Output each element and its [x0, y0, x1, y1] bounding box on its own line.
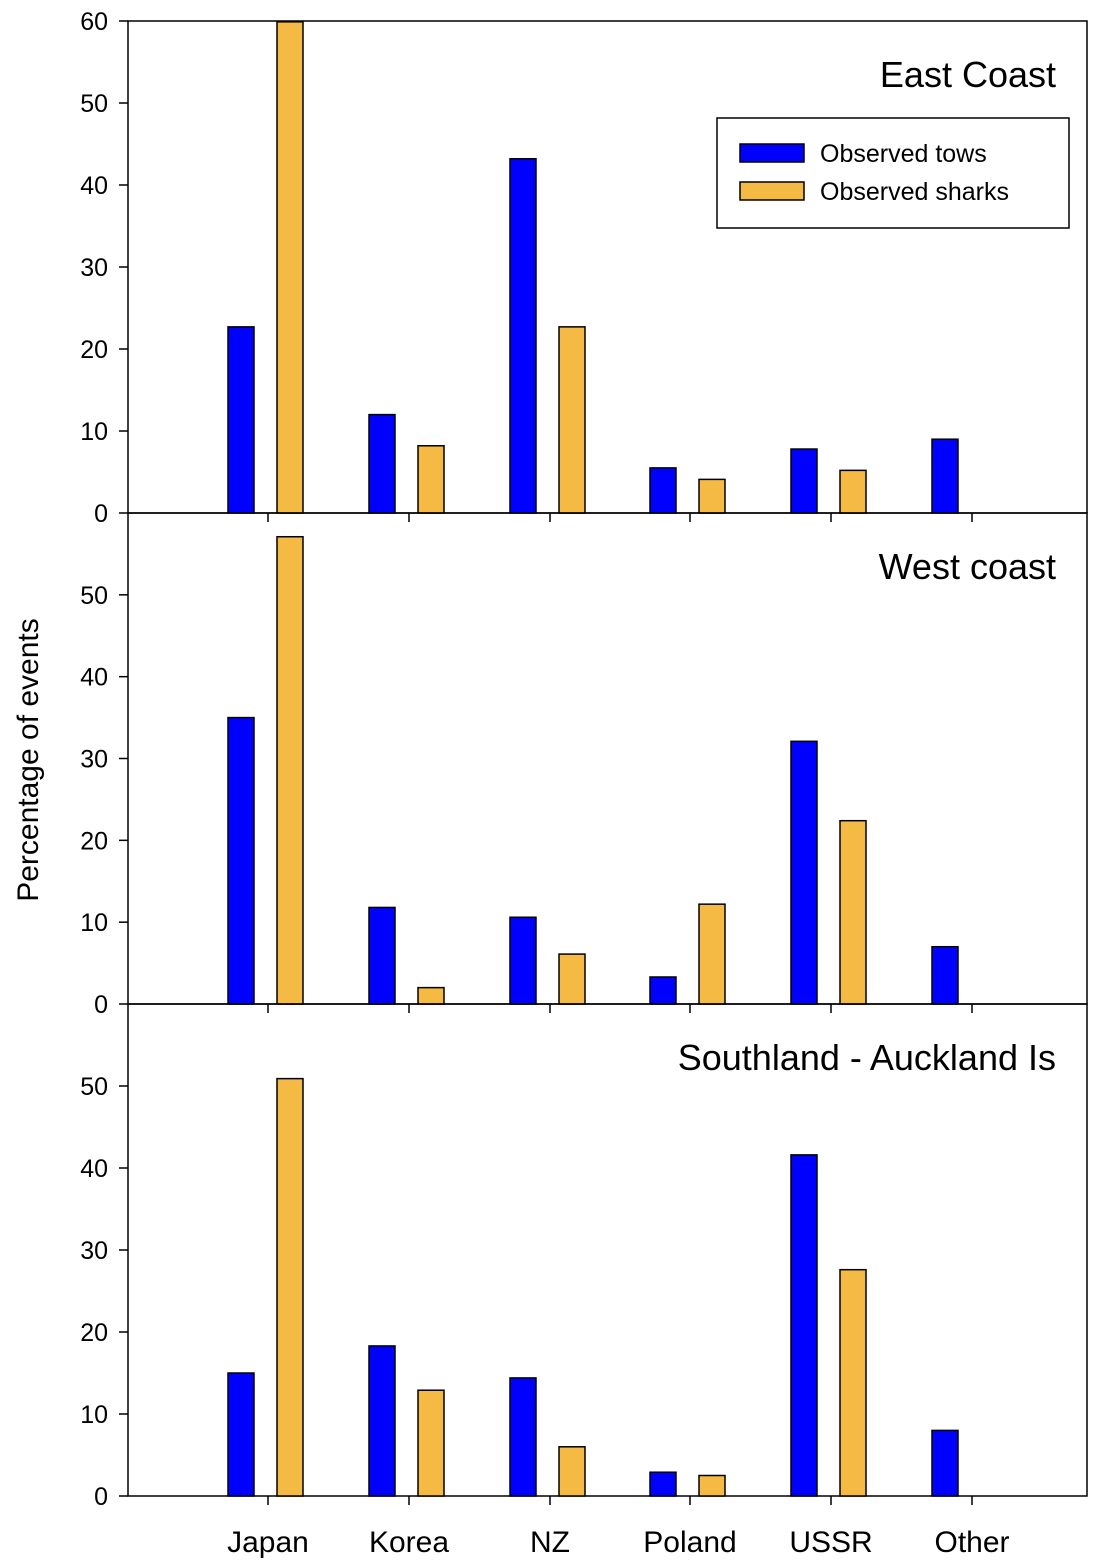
bar-sharks-poland — [698, 478, 726, 514]
bar-tows-japan — [227, 1372, 255, 1497]
bar-tows-other — [931, 945, 959, 1005]
bar-tows-nz — [509, 1377, 537, 1497]
bar-sharks-ussr — [839, 469, 867, 514]
legend-label-tows: Observed tows — [820, 140, 987, 168]
x-category-label: USSR — [789, 1526, 872, 1559]
y-tick-label: 50 — [80, 1073, 108, 1101]
y-tick-label: 60 — [80, 8, 108, 36]
bar-tows-korea — [368, 1345, 396, 1497]
legend-label-sharks: Observed sharks — [820, 178, 1009, 206]
bar-sharks-nz — [558, 953, 586, 1005]
y-tick-label: 0 — [94, 500, 108, 528]
y-tick-label: 40 — [80, 664, 108, 692]
panel-title-3: Southland - Auckland Is — [678, 1037, 1056, 1078]
bar-sharks-korea — [417, 1389, 445, 1497]
legend-swatch-sharks — [739, 181, 805, 201]
panel-title-2: West coast — [879, 546, 1056, 587]
bar-sharks-japan — [276, 21, 304, 514]
y-tick-label: 40 — [80, 172, 108, 200]
bar-tows-ussr — [790, 448, 818, 514]
bar-tows-nz — [509, 158, 537, 514]
legend: Observed tows Observed sharks — [716, 117, 1070, 229]
y-axis-label: Percentage of events — [12, 618, 45, 902]
bar-sharks-korea — [417, 445, 445, 514]
y-tick-label: 30 — [80, 746, 108, 774]
x-category-label: Poland — [643, 1526, 736, 1559]
bar-sharks-ussr — [839, 819, 867, 1005]
bar-sharks-poland — [698, 903, 726, 1005]
bar-sharks-korea — [417, 986, 445, 1005]
bar-tows-japan — [227, 326, 255, 514]
panel-title-1: East Coast — [880, 54, 1056, 95]
bar-tows-ussr — [790, 740, 818, 1005]
bar-sharks-japan — [276, 1077, 304, 1497]
bar-sharks-ussr — [839, 1268, 867, 1497]
legend-box — [716, 117, 1070, 229]
bar-sharks-japan — [276, 535, 304, 1005]
y-tick-label: 30 — [80, 254, 108, 282]
bar-tows-japan — [227, 716, 255, 1005]
bar-tows-poland — [649, 467, 677, 514]
y-tick-label: 20 — [80, 827, 108, 855]
legend-swatch-tows — [739, 143, 805, 163]
y-tick-label: 10 — [80, 1401, 108, 1429]
bar-sharks-nz — [558, 1446, 586, 1497]
y-tick-label: 50 — [80, 582, 108, 610]
x-category-label: Other — [934, 1526, 1009, 1559]
y-tick-label: 20 — [80, 1319, 108, 1347]
bar-tows-ussr — [790, 1154, 818, 1497]
bar-tows-poland — [649, 1471, 677, 1497]
x-category-label: NZ — [530, 1526, 570, 1559]
bar-tows-korea — [368, 413, 396, 514]
y-tick-label: 20 — [80, 336, 108, 364]
y-tick-label: 30 — [80, 1237, 108, 1265]
bar-tows-korea — [368, 906, 396, 1005]
y-tick-label: 50 — [80, 90, 108, 118]
bar-tows-other — [931, 1429, 959, 1497]
bar-tows-nz — [509, 916, 537, 1005]
bar-tows-poland — [649, 976, 677, 1005]
y-tick-label: 0 — [94, 1483, 108, 1511]
y-tick-label: 0 — [94, 991, 108, 1019]
x-category-label: Korea — [369, 1526, 449, 1559]
y-tick-label: 40 — [80, 1155, 108, 1183]
x-category-label: Japan — [227, 1526, 309, 1559]
y-tick-label: 10 — [80, 418, 108, 446]
bar-sharks-nz — [558, 326, 586, 514]
bar-sharks-poland — [698, 1474, 726, 1497]
y-tick-label: 10 — [80, 909, 108, 937]
bar-tows-other — [931, 438, 959, 514]
